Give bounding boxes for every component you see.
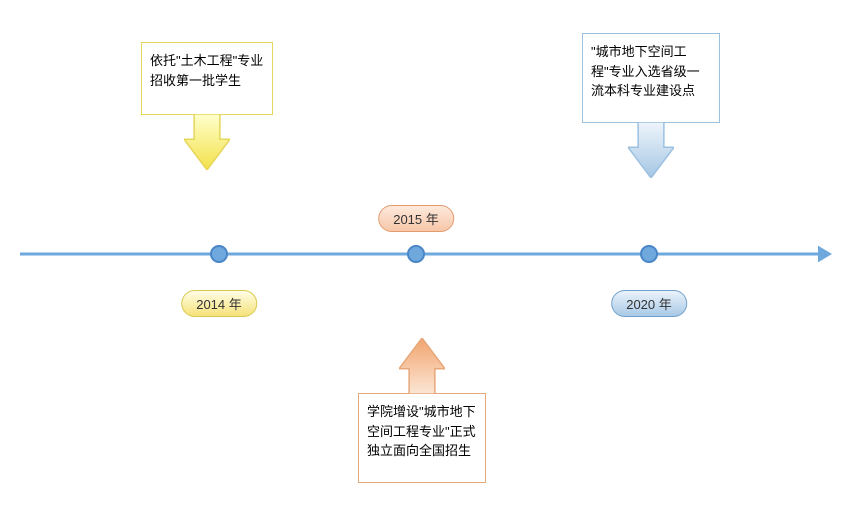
year-pill-0: 2014 年 [181, 290, 257, 317]
callout-arrow-icon [184, 114, 230, 170]
year-pill-label: 2020 年 [626, 297, 672, 312]
year-pill-label: 2015 年 [393, 212, 439, 227]
callout-box: 学院增设"城市地下空间工程专业"正式独立面向全国招生 [358, 393, 486, 483]
callout-c2014: 依托"土木工程"专业招收第一批学生 [141, 42, 273, 170]
callout-box: 依托"土木工程"专业招收第一批学生 [141, 42, 273, 115]
year-pill-1: 2015 年 [378, 205, 454, 232]
callout-box: "城市地下空间工程"专业入选省级一流本科专业建设点 [582, 33, 720, 123]
callout-c2020: "城市地下空间工程"专业入选省级一流本科专业建设点 [582, 33, 720, 178]
timeline-node-1 [407, 245, 425, 263]
callout-arrow-icon [399, 338, 445, 394]
year-pill-label: 2014 年 [196, 297, 242, 312]
callout-text: 依托"土木工程"专业招收第一批学生 [150, 53, 263, 88]
callout-text: 学院增设"城市地下空间工程专业"正式独立面向全国招生 [367, 404, 476, 458]
callout-c2015: 学院增设"城市地下空间工程专业"正式独立面向全国招生 [358, 338, 486, 483]
year-pill-2: 2020 年 [611, 290, 687, 317]
callout-arrow-icon [628, 122, 674, 178]
callout-text: "城市地下空间工程"专业入选省级一流本科专业建设点 [591, 44, 700, 98]
timeline-node-2 [640, 245, 658, 263]
timeline-node-0 [210, 245, 228, 263]
